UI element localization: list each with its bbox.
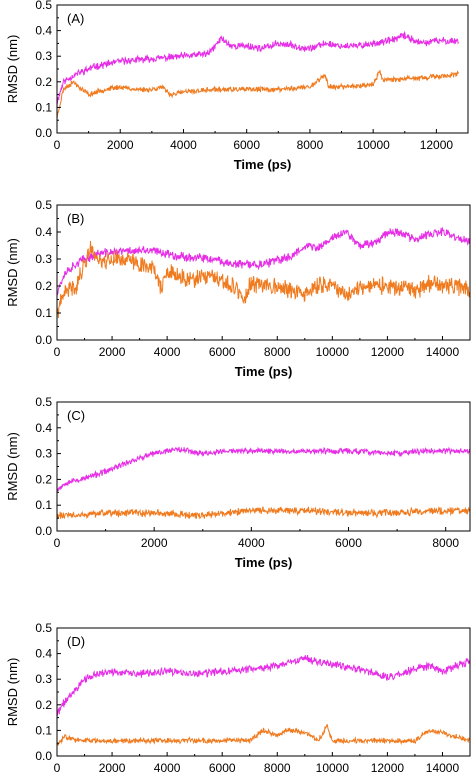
x-axis-title: Time (ps) xyxy=(235,364,293,379)
y-tick-label: 0.5 xyxy=(35,198,52,212)
series-line-orange xyxy=(57,506,470,520)
x-tick-label: 10000 xyxy=(316,345,350,359)
series-line-orange xyxy=(57,240,470,318)
x-tick-label: 12000 xyxy=(371,345,405,359)
y-tick-label: 0.5 xyxy=(35,395,52,409)
y-tick-label: 0.0 xyxy=(35,524,52,538)
y-axis-title: RMSD (nm) xyxy=(5,432,20,501)
x-tick-label: 4000 xyxy=(154,761,181,775)
x-tick-label: 4000 xyxy=(154,345,181,359)
y-tick-label: 0.2 xyxy=(35,279,52,293)
x-tick-label: 14000 xyxy=(426,345,460,359)
series-line-magenta xyxy=(57,226,470,296)
x-tick-label: 10000 xyxy=(316,761,350,775)
chart-panel-d: 0 2000 4000 6000 8000 10000 12000 14000 0.0 0.1 0.… xyxy=(5,621,471,775)
plot-frame xyxy=(56,4,469,134)
y-tick-label: 0.5 xyxy=(35,621,52,635)
y-tick-label: 0.2 xyxy=(35,472,52,486)
y-tick-label: 0.4 xyxy=(35,225,52,239)
y-tick-label: 0.1 xyxy=(35,100,52,114)
series-line-orange xyxy=(57,724,470,747)
y-tick-label: 0.4 xyxy=(35,421,52,435)
y-tick-label: 0.5 xyxy=(35,0,52,12)
y-tick-label: 0.2 xyxy=(35,698,52,712)
x-tick-label: 2000 xyxy=(107,138,134,152)
x-tick-label: 6000 xyxy=(233,138,260,152)
y-tick-label: 0.0 xyxy=(35,126,52,140)
x-tick-label: 2000 xyxy=(141,536,168,550)
x-tick-label: 12000 xyxy=(371,761,405,775)
x-tick-label: 4000 xyxy=(170,138,197,152)
y-tick-label: 0.3 xyxy=(35,672,52,686)
x-axis-title: Time (ps) xyxy=(235,555,293,570)
chart-panel-b: 0 2000 4000 6000 8000 10000 12000 14000 0.0 0.1 0.… xyxy=(5,198,471,379)
y-tick-label: 0.3 xyxy=(35,447,52,461)
y-axis-title: RMSD (nm) xyxy=(5,238,20,307)
y-tick-label: 0.3 xyxy=(35,49,52,63)
y-tick-label: 0.1 xyxy=(35,498,52,512)
series-line-orange xyxy=(57,69,459,120)
x-tick-label: 6000 xyxy=(335,536,362,550)
y-tick-label: 0.2 xyxy=(35,75,52,89)
x-tick-label: 8000 xyxy=(264,345,291,359)
panel-label: (B) xyxy=(67,211,84,226)
y-axis-title: RMSD (nm) xyxy=(5,35,20,104)
x-tick-label: 0 xyxy=(54,536,61,550)
series-line-magenta xyxy=(57,446,470,493)
series-line-magenta xyxy=(57,30,459,105)
x-tick-label: 10000 xyxy=(356,138,390,152)
panel-label: (C) xyxy=(67,408,85,423)
x-tick-label: 12000 xyxy=(420,138,454,152)
y-tick-label: 0.3 xyxy=(35,252,52,266)
y-axis-title: RMSD (nm) xyxy=(5,658,20,727)
panel-label: (A) xyxy=(67,11,84,26)
x-axis-title: Time (ps) xyxy=(234,157,292,172)
y-tick-label: 0.4 xyxy=(35,24,52,38)
x-tick-label: 4000 xyxy=(238,536,265,550)
panel-label: (D) xyxy=(67,634,85,649)
x-tick-label: 8000 xyxy=(297,138,324,152)
chart-panel-c: 0 2000 4000 6000 8000 0.0 0.1 0.2 0.3 0.4 0.5 (C) Ti… xyxy=(5,395,471,570)
y-tick-label: 0.0 xyxy=(35,333,52,347)
series-line-magenta xyxy=(57,655,470,717)
x-tick-label: 8000 xyxy=(432,536,459,550)
chart-panel-a: 0 2000 4000 6000 8000 10000 12000 0.0 0.1 0.2 0.3 0… xyxy=(5,0,469,172)
plot-frame xyxy=(56,627,471,757)
y-tick-label: 0.1 xyxy=(35,306,52,320)
x-tick-label: 2000 xyxy=(99,761,126,775)
y-tick-label: 0.4 xyxy=(35,647,52,661)
x-tick-label: 8000 xyxy=(264,761,291,775)
y-tick-label: 0.1 xyxy=(35,723,52,737)
x-tick-label: 0 xyxy=(54,138,61,152)
x-tick-label: 6000 xyxy=(209,345,236,359)
x-tick-label: 2000 xyxy=(99,345,126,359)
x-tick-label: 0 xyxy=(54,761,61,775)
x-tick-label: 6000 xyxy=(209,761,236,775)
x-tick-label: 0 xyxy=(54,345,61,359)
x-tick-label: 14000 xyxy=(426,761,460,775)
y-tick-label: 0.0 xyxy=(35,749,52,763)
plot-frame xyxy=(56,204,471,341)
